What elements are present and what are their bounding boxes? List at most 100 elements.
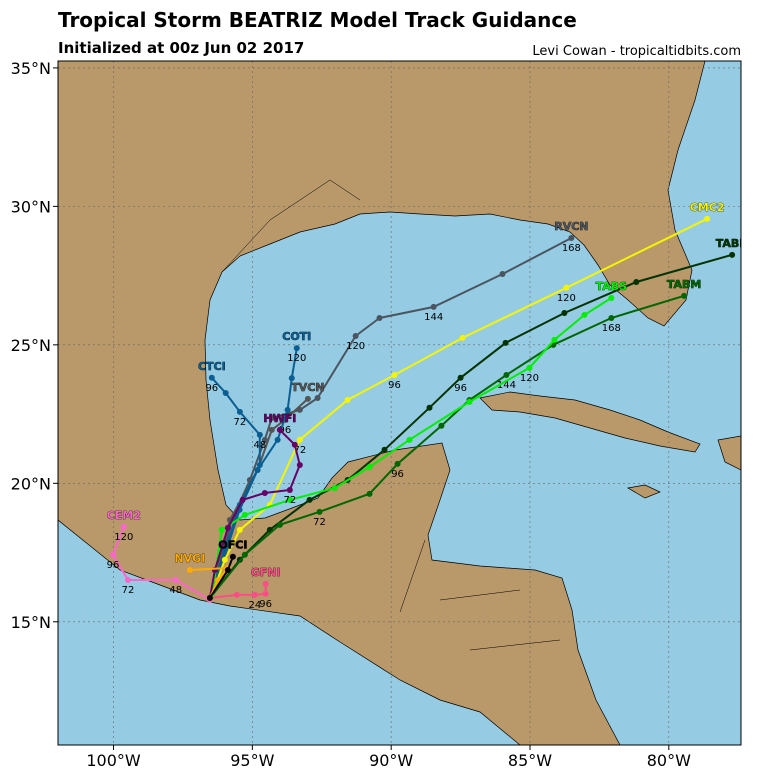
- track-point: [218, 526, 225, 533]
- x-tick-label: 100°W: [86, 751, 141, 768]
- forecast-hour: 120: [520, 373, 539, 384]
- track-point: [208, 374, 215, 381]
- track-point: [284, 406, 291, 413]
- track-point: [120, 523, 127, 530]
- track-point: [224, 566, 231, 573]
- track-point: [381, 446, 388, 453]
- track-label: TVCN: [291, 381, 324, 394]
- y-tick-label: 15°N: [11, 613, 51, 632]
- borders: [221, 179, 561, 651]
- track-point: [268, 426, 275, 433]
- track-point: [503, 372, 510, 379]
- track-point: [568, 234, 575, 241]
- track-point: [224, 524, 231, 531]
- track-point: [206, 594, 213, 601]
- track-point: [241, 511, 248, 518]
- track-point: [681, 292, 688, 299]
- track-point: [391, 372, 398, 379]
- track-point: [306, 496, 313, 503]
- x-tick-label: 80°W: [647, 751, 691, 768]
- y-tick-label: 30°N: [11, 197, 51, 216]
- track-point: [551, 336, 558, 343]
- track-point: [261, 436, 268, 443]
- x-tick-label: 85°W: [508, 751, 552, 768]
- track-point: [633, 278, 640, 285]
- forecast-hour: 96: [259, 599, 272, 610]
- axes: 100°W 95°W 90°W 85°W 80°W 15°N 20°N 25°N 30°N 35°…: [11, 59, 691, 768]
- track-label: TABM: [667, 278, 702, 291]
- x-tick-label: 90°W: [369, 751, 413, 768]
- track-point: [233, 591, 240, 598]
- forecast-hour: 96: [205, 383, 218, 394]
- track-point: [293, 345, 300, 352]
- track-point: [438, 422, 445, 429]
- forecast-hour: 96: [391, 469, 404, 480]
- y-tick-label: 25°N: [11, 336, 51, 355]
- forecast-hour: 120: [287, 353, 306, 364]
- forecast-hour: 120: [114, 532, 133, 543]
- track-point: [229, 553, 236, 560]
- track-point: [236, 526, 243, 533]
- track-point: [499, 270, 506, 277]
- track-point: [704, 215, 711, 222]
- map-area: 120144168RVCN96TVCN120COTI487296CTCI7296…: [58, 61, 749, 745]
- track-point: [563, 284, 570, 291]
- track-label: CEM2: [107, 509, 141, 522]
- border: [221, 179, 361, 273]
- track-label: COTI: [282, 330, 311, 343]
- track-point: [276, 521, 283, 528]
- track-point: [186, 566, 193, 573]
- forecast-hour: 48: [169, 585, 182, 596]
- track-line: [189, 566, 231, 599]
- track-point: [366, 463, 373, 470]
- track-label: GFNI: [251, 566, 281, 579]
- track-point: [296, 436, 303, 443]
- forecast-hour: 120: [557, 293, 576, 304]
- track-point: [608, 314, 615, 321]
- track-point: [261, 490, 268, 496]
- track-point: [608, 295, 615, 302]
- x-tick-label: 95°W: [230, 751, 274, 768]
- track-point: [288, 375, 295, 382]
- forecast-hour: 120: [346, 341, 365, 352]
- jamaica: [627, 484, 661, 499]
- track-point: [236, 408, 243, 415]
- track-point: [256, 431, 263, 438]
- hispaniola: [717, 435, 741, 471]
- track-point: [268, 414, 275, 421]
- track-line: [208, 377, 261, 599]
- forecast-hour: 96: [388, 380, 401, 391]
- forecast-hour: 24: [248, 600, 261, 611]
- forecast-hour: 168: [602, 323, 621, 334]
- track-label: OFCI: [218, 539, 247, 552]
- forecast-hour: 72: [283, 495, 296, 506]
- track-point: [172, 576, 179, 583]
- forecast-hour: 144: [424, 312, 443, 323]
- track-point: [729, 251, 736, 258]
- y-tick-label: 20°N: [11, 474, 51, 493]
- track-line: [210, 348, 298, 598]
- track-point: [459, 334, 466, 341]
- track-point: [581, 311, 588, 318]
- track-point: [314, 395, 321, 402]
- forecast-hour: 144: [497, 380, 516, 391]
- title: Tropical Storm BEATRIZ Model Track Guida…: [58, 8, 577, 32]
- forecast-hour: 72: [313, 517, 326, 528]
- track-point: [256, 462, 263, 469]
- track-point: [276, 426, 283, 433]
- credit: Levi Cowan - tropicaltidbits.com: [532, 44, 741, 59]
- forecast-hour: 72: [293, 445, 306, 456]
- track-label: TABD: [716, 237, 749, 250]
- track-point: [316, 508, 323, 515]
- track-point: [222, 390, 229, 397]
- forecast-hour: 48: [253, 440, 266, 451]
- track-point: [426, 404, 433, 411]
- frame: [57, 60, 742, 746]
- forecast-hour: 96: [454, 383, 467, 394]
- track-point: [296, 462, 303, 469]
- track-point: [331, 485, 338, 492]
- track-label: TABS: [596, 280, 628, 293]
- forecast-hour: 168: [562, 243, 581, 254]
- border: [399, 539, 561, 651]
